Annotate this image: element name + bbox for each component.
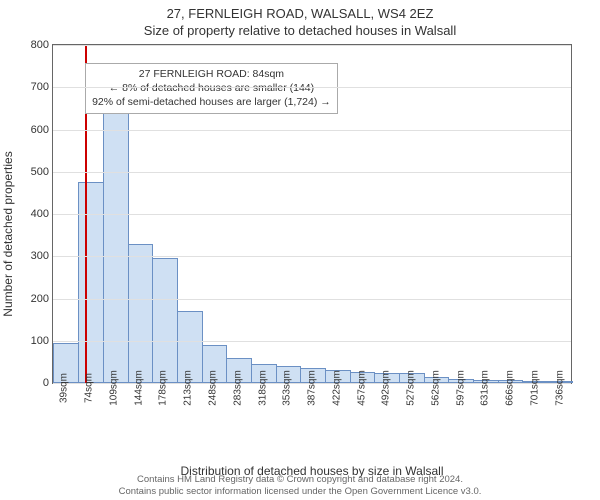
- x-tick-label: 562sqm: [430, 370, 441, 406]
- x-tick-label: 248sqm: [207, 370, 218, 406]
- x-tick-slot: 527sqm: [399, 384, 424, 424]
- x-tick-label: 736sqm: [554, 370, 565, 406]
- bar: [152, 258, 178, 383]
- x-ticks: 39sqm74sqm109sqm144sqm178sqm213sqm248sqm…: [52, 384, 572, 424]
- page-title-line2: Size of property relative to detached ho…: [0, 21, 600, 38]
- annotation-line: 92% of semi-detached houses are larger (…: [92, 95, 331, 109]
- plot-frame: 27 FERNLEIGH ROAD: 84sqm← 8% of detached…: [52, 44, 572, 384]
- x-tick-label: 457sqm: [356, 370, 367, 406]
- x-tick-slot: 422sqm: [324, 384, 349, 424]
- y-tick-label: 300: [19, 250, 53, 262]
- x-tick-label: 666sqm: [505, 370, 516, 406]
- x-tick-label: 492sqm: [381, 370, 392, 406]
- x-tick-slot: 39sqm: [52, 384, 77, 424]
- x-tick-slot: 387sqm: [300, 384, 325, 424]
- plot-area: Number of detached properties 27 FERNLEI…: [52, 44, 572, 424]
- annotation-line: ← 8% of detached houses are smaller (144…: [92, 81, 331, 95]
- gridline: [53, 214, 571, 215]
- y-tick-label: 500: [19, 166, 53, 178]
- gridline: [53, 45, 571, 46]
- x-tick-label: 701sqm: [529, 370, 540, 406]
- y-tick-label: 200: [19, 293, 53, 305]
- x-tick-slot: 457sqm: [349, 384, 374, 424]
- y-tick-label: 100: [19, 335, 53, 347]
- x-tick-label: 387sqm: [307, 370, 318, 406]
- gridline: [53, 341, 571, 342]
- x-tick-label: 213sqm: [183, 370, 194, 406]
- footer: Contains HM Land Registry data © Crown c…: [0, 474, 600, 498]
- x-tick-slot: 492sqm: [374, 384, 399, 424]
- x-tick-label: 353sqm: [282, 370, 293, 406]
- x-tick-label: 527sqm: [406, 370, 417, 406]
- x-tick-label: 597sqm: [455, 370, 466, 406]
- footer-line1: Contains HM Land Registry data © Crown c…: [0, 474, 600, 486]
- y-tick-label: 0: [19, 377, 53, 389]
- x-tick-label: 39sqm: [59, 373, 70, 403]
- x-tick-slot: 701sqm: [523, 384, 548, 424]
- x-tick-label: 422sqm: [331, 370, 342, 406]
- x-tick-slot: 597sqm: [448, 384, 473, 424]
- x-tick-label: 318sqm: [257, 370, 268, 406]
- y-tick-label: 400: [19, 208, 53, 220]
- x-tick-label: 178sqm: [158, 370, 169, 406]
- y-tick-label: 700: [19, 81, 53, 93]
- x-tick-slot: 283sqm: [225, 384, 250, 424]
- bar: [78, 182, 104, 383]
- x-tick-slot: 562sqm: [423, 384, 448, 424]
- bar: [128, 244, 154, 383]
- x-tick-label: 283sqm: [232, 370, 243, 406]
- gridline: [53, 256, 571, 257]
- chart-root: 27, FERNLEIGH ROAD, WALSALL, WS4 2EZ Siz…: [0, 0, 600, 500]
- gridline: [53, 130, 571, 131]
- x-tick-slot: 666sqm: [498, 384, 523, 424]
- page-title-line1: 27, FERNLEIGH ROAD, WALSALL, WS4 2EZ: [0, 0, 600, 21]
- x-tick-label: 109sqm: [108, 370, 119, 406]
- y-tick-label: 800: [19, 39, 53, 51]
- y-axis-label: Number of detached properties: [1, 151, 15, 316]
- annotation-box: 27 FERNLEIGH ROAD: 84sqm← 8% of detached…: [85, 63, 338, 114]
- annotation-line: 27 FERNLEIGH ROAD: 84sqm: [92, 67, 331, 81]
- x-tick-slot: 631sqm: [473, 384, 498, 424]
- x-tick-label: 144sqm: [133, 370, 144, 406]
- x-tick-slot: 144sqm: [126, 384, 151, 424]
- x-tick-slot: 178sqm: [151, 384, 176, 424]
- x-tick-slot: 248sqm: [201, 384, 226, 424]
- y-tick-label: 600: [19, 124, 53, 136]
- x-tick-label: 631sqm: [480, 370, 491, 406]
- x-tick-slot: 109sqm: [102, 384, 127, 424]
- x-tick-slot: 736sqm: [547, 384, 572, 424]
- gridline: [53, 299, 571, 300]
- x-tick-slot: 213sqm: [176, 384, 201, 424]
- x-tick-slot: 74sqm: [77, 384, 102, 424]
- footer-line2: Contains public sector information licen…: [0, 486, 600, 498]
- gridline: [53, 172, 571, 173]
- x-tick-slot: 353sqm: [275, 384, 300, 424]
- x-tick-slot: 318sqm: [250, 384, 275, 424]
- gridline: [53, 87, 571, 88]
- x-tick-label: 74sqm: [84, 373, 95, 403]
